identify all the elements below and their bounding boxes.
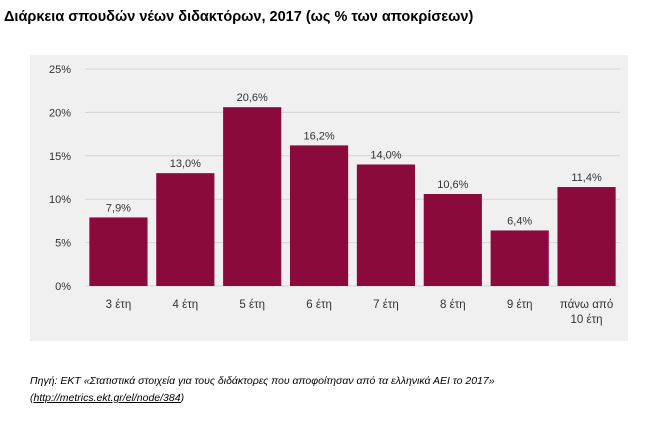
- y-tick-label: 20%: [49, 107, 71, 119]
- data-label: 6,4%: [507, 215, 532, 227]
- x-tick-label: 8 έτη: [440, 299, 466, 311]
- x-tick-label: 6 έτη: [306, 299, 332, 311]
- source-open-paren: (: [30, 392, 34, 404]
- x-tick-label: 10 έτη: [571, 314, 603, 326]
- x-tick-label: 5 έτη: [239, 299, 265, 311]
- x-tick-label: πάνω από: [560, 299, 613, 311]
- y-tick-label: 10%: [49, 194, 71, 206]
- y-tick-label: 0%: [55, 281, 71, 293]
- data-label: 7,9%: [106, 202, 131, 214]
- data-label: 20,6%: [237, 92, 268, 104]
- x-tick-label: 4 έτη: [172, 299, 198, 311]
- bar: [490, 230, 549, 286]
- x-tick-label: 7 έτη: [373, 299, 399, 311]
- source-link[interactable]: http://metrics.ekt.gr/el/node/384: [33, 392, 181, 404]
- bar: [289, 145, 349, 286]
- x-tick-label: 3 έτη: [106, 299, 132, 311]
- y-tick-label: 15%: [49, 151, 71, 163]
- data-label: 14,0%: [370, 149, 401, 161]
- bar: [356, 164, 416, 286]
- bar: [156, 173, 215, 286]
- y-tick-label: 5%: [55, 238, 71, 250]
- bar: [423, 193, 482, 286]
- data-label: 11,4%: [571, 172, 602, 184]
- source-close-paren: ): [180, 392, 185, 404]
- chart-title: Διάρκεια σπουδών νέων διδακτόρων, 2017 (…: [4, 9, 474, 25]
- data-label: 13,0%: [170, 158, 201, 170]
- bar: [223, 107, 282, 286]
- y-tick-label: 25%: [49, 64, 71, 76]
- data-label: 16,2%: [303, 130, 334, 142]
- source-text: Πηγή: ΕΚΤ «Στατιστικά στοιχεία για τους …: [30, 375, 495, 387]
- plot-area: 0% 5% 10% 15% 20% 25% 7,9% 3 έτη 13,0% 4 έτη 20,6%…: [30, 55, 628, 341]
- source-link-line: (http://metrics.ekt.gr/el/node/384): [30, 390, 495, 407]
- bar: [89, 217, 148, 286]
- source-note: Πηγή: ΕΚΤ «Στατιστικά στοιχεία για τους …: [30, 373, 495, 407]
- bar: [557, 187, 616, 286]
- data-label: 10,6%: [437, 179, 468, 191]
- bar-chart: 0% 5% 10% 15% 20% 25% 7,9% 3 έτη 13,0% 4 έτη 20,6%…: [49, 64, 620, 326]
- x-tick-label: 9 έτη: [507, 299, 533, 311]
